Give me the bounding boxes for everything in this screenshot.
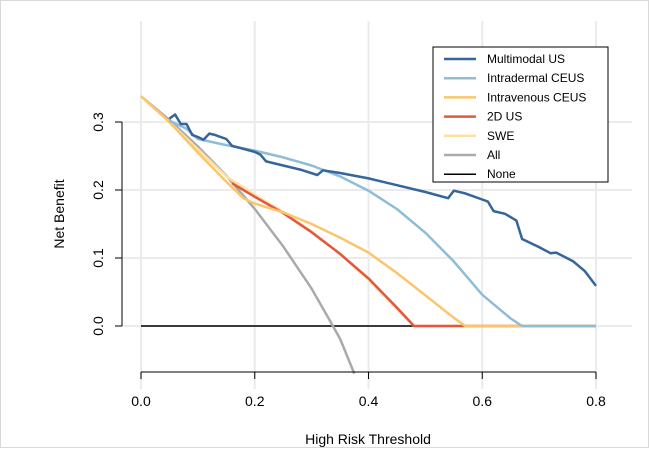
legend-entry-label: None	[487, 167, 516, 181]
axes: 0.0 0.2 0.4 0.6 0.8 0.0 0.1 0.2 0.3	[90, 112, 606, 409]
series-line-intradermal-ceus	[168, 119, 596, 328]
y-tick-label: 0.2	[90, 180, 106, 200]
y-tick-label: 0.0	[90, 316, 106, 336]
legend-entry-label: Intravenous CEUS	[487, 90, 586, 104]
legend-entry-label: All	[487, 148, 500, 162]
x-axis-label: High Risk Threshold	[305, 431, 431, 447]
x-tick-label: 0.2	[245, 393, 265, 409]
legend-entry-label: SWE	[487, 129, 514, 143]
y-tick-label: 0.3	[90, 112, 106, 132]
series-line-intravenous-ceus	[140, 95, 596, 328]
x-tick-label: 0.8	[586, 393, 606, 409]
legend-entry-label: Multimodal US	[487, 52, 565, 66]
legend-box	[432, 46, 609, 183]
series-lines	[140, 95, 597, 375]
legend: Multimodal US Intradermal CEUS Intravenous…	[432, 46, 609, 183]
series-line-2d-us	[231, 182, 596, 328]
legend-entry-label: Intradermal CEUS	[487, 71, 584, 85]
x-tick-label: 0.6	[473, 393, 493, 409]
y-axis-label: Net Benefit	[51, 179, 67, 248]
x-tick-label: 0.4	[359, 393, 379, 409]
x-tick-label: 0.0	[131, 393, 151, 409]
series-line-all	[140, 95, 356, 375]
legend-entry-label: 2D US	[487, 110, 522, 124]
series-line-multimodal-us	[168, 113, 597, 287]
y-tick-label: 0.1	[90, 248, 106, 268]
